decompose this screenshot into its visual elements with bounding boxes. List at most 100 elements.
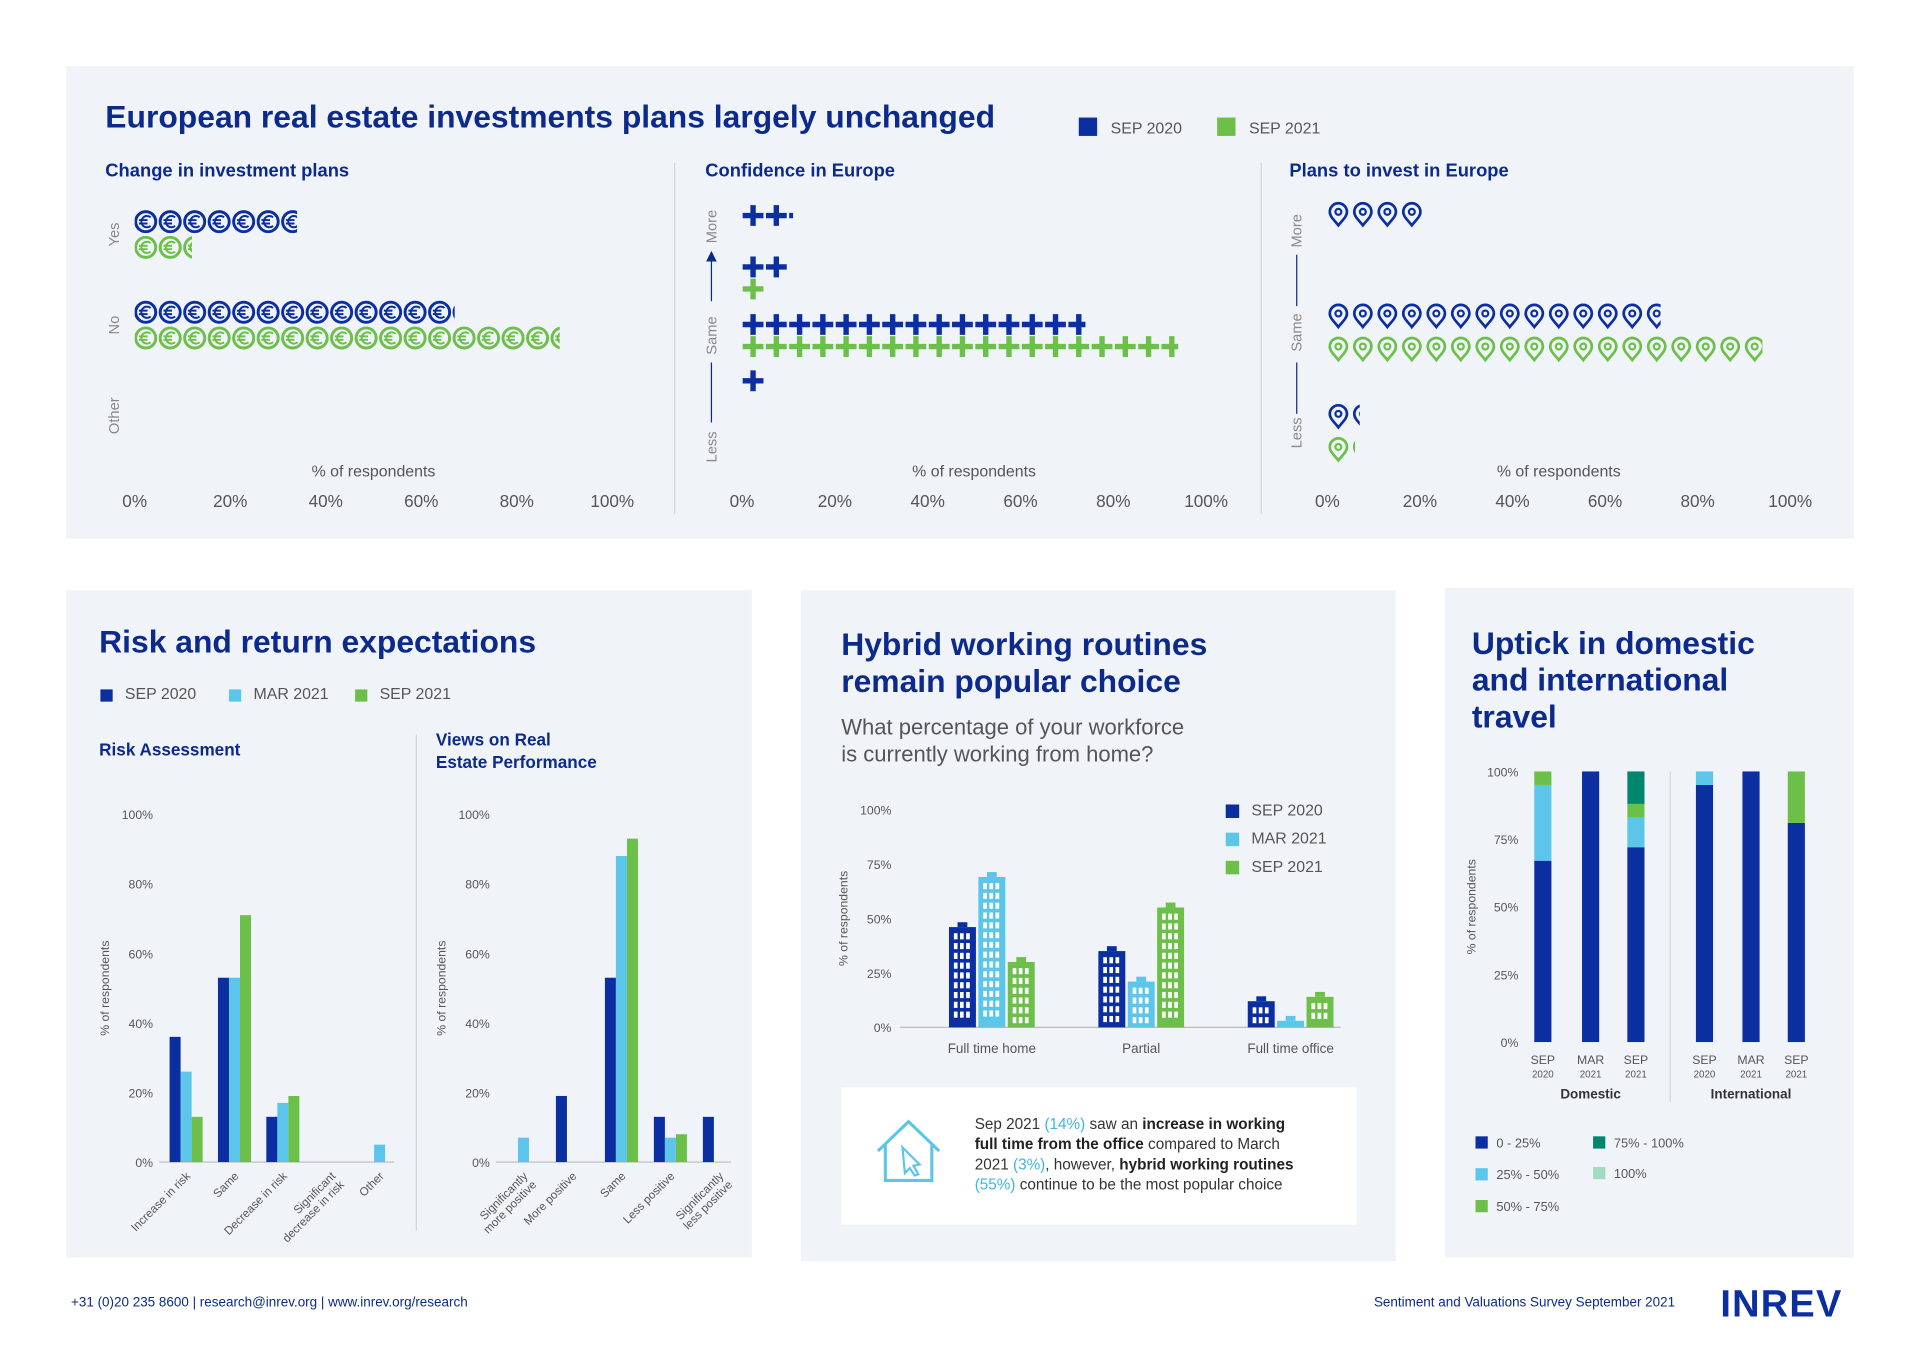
- window: [995, 990, 1000, 997]
- window: [1311, 1012, 1316, 1019]
- window: [989, 971, 994, 978]
- icon-glyph: [789, 314, 810, 335]
- category-label: More: [704, 210, 720, 243]
- icon: [134, 210, 158, 234]
- icon-dot: [1334, 309, 1343, 318]
- icon-ring: [403, 326, 427, 350]
- x-tick-label: SEP: [1692, 1053, 1716, 1067]
- category-label: Less: [704, 431, 720, 462]
- window: [995, 1010, 1000, 1017]
- icon: [765, 205, 787, 226]
- icon-glyph: [1377, 303, 1398, 330]
- icon-ring: [134, 300, 158, 324]
- legend-label: SEP 2020: [1251, 803, 1322, 820]
- icon-glyph: [975, 336, 997, 357]
- window: [983, 883, 987, 890]
- icon-glyph: [432, 331, 446, 345]
- window: [1109, 996, 1114, 1003]
- window: [1132, 1017, 1137, 1024]
- icon-glyph: [812, 314, 834, 335]
- icon: [1352, 201, 1373, 228]
- window: [995, 981, 1000, 988]
- y-tick-label: 60%: [465, 947, 490, 961]
- window: [1174, 933, 1178, 940]
- icon-dot: [1432, 309, 1441, 318]
- building: [948, 922, 976, 1028]
- icon-glyph: [212, 215, 225, 229]
- chart-title: Change in investment plans: [105, 159, 349, 180]
- callout-segment: (3%): [1013, 1156, 1045, 1173]
- icon-dot: [1628, 309, 1637, 318]
- legend-label: SEP 2020: [125, 686, 196, 703]
- window: [1162, 952, 1166, 959]
- bar-segment: [1695, 771, 1714, 785]
- window: [983, 892, 987, 900]
- building: [1306, 991, 1334, 1028]
- icon: [1352, 336, 1373, 363]
- y-tick-label: 40%: [129, 1017, 154, 1031]
- chart-subtitle-line: is currently working from home?: [841, 742, 1153, 767]
- x-tick-label: 100%: [590, 491, 634, 511]
- icon: [1401, 336, 1422, 363]
- icon-glyph: [905, 336, 927, 357]
- icon-glyph: [1646, 336, 1667, 363]
- building-body: [1306, 996, 1334, 1028]
- x-tick-label: 80%: [1680, 491, 1714, 511]
- icon: [789, 212, 794, 219]
- building-cap: [1256, 996, 1267, 1002]
- icon: [1328, 437, 1349, 463]
- icon-glyph: [1401, 336, 1422, 363]
- building-cap: [1136, 976, 1147, 982]
- window: [966, 952, 970, 959]
- bar: [288, 1095, 300, 1163]
- chart-title: Hybrid working routines remain popular ch…: [841, 626, 1207, 699]
- building: [1098, 946, 1126, 1028]
- icon-glyph: [1426, 336, 1447, 363]
- icon-bar: [134, 210, 298, 234]
- icon-glyph: [212, 305, 225, 319]
- window: [995, 1000, 1000, 1007]
- y-tick-label: 60%: [129, 947, 154, 961]
- icon-glyph: [359, 331, 372, 345]
- window: [953, 1011, 958, 1018]
- window: [1012, 968, 1017, 975]
- y-axis-label: % of respondents: [836, 871, 850, 966]
- window: [1258, 1007, 1263, 1014]
- icon-glyph: [1328, 201, 1349, 228]
- category-label: Yes: [107, 223, 123, 247]
- icon: [379, 300, 403, 324]
- icon-glyph: [1499, 303, 1520, 330]
- icon-glyph: [261, 331, 274, 345]
- icon-glyph: [1328, 403, 1349, 430]
- icon-ring: [501, 326, 525, 350]
- icon: [1377, 336, 1398, 363]
- icon: [1524, 303, 1545, 330]
- building-cap: [986, 872, 997, 877]
- x-tick-label: 20%: [1403, 491, 1437, 511]
- icon-ring: [158, 210, 182, 234]
- window: [1144, 987, 1149, 994]
- icon-bar: [1328, 201, 1422, 228]
- icon-dot: [1456, 342, 1465, 351]
- window: [1323, 1012, 1328, 1019]
- icon: [1401, 201, 1422, 228]
- icon: [835, 314, 857, 335]
- icon: [183, 210, 207, 234]
- window: [1012, 987, 1017, 994]
- icon-ring: [379, 326, 403, 350]
- window: [995, 912, 1000, 919]
- window: [989, 1010, 994, 1017]
- icon: [1475, 336, 1496, 363]
- icon: [207, 326, 231, 350]
- building-body: [1277, 1020, 1305, 1028]
- legend-swatch: [228, 689, 242, 702]
- category-label: Same: [1290, 313, 1306, 351]
- bar: [240, 915, 252, 1163]
- building: [978, 872, 1006, 1028]
- legend-label: SEP 2021: [1249, 120, 1320, 137]
- window: [966, 1011, 970, 1018]
- legend-swatch: [100, 689, 113, 702]
- icon-glyph: [1622, 303, 1643, 330]
